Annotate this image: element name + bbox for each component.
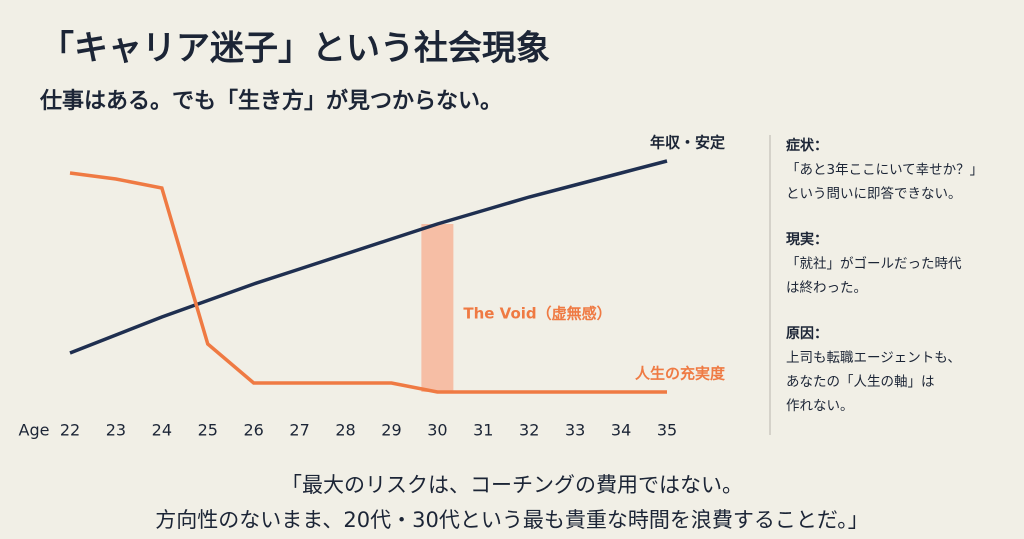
quote-line: 「最大のリスクは、コーチングの費用ではない。 [281,473,743,497]
panel-heading: 現実： [786,231,828,248]
x-tick-label: 29 [381,421,401,440]
panel-heading: 原因： [786,326,828,342]
panel-text: 「あと3年ここにいて幸せか？」 [786,162,983,178]
panel-heading: 症状： [786,137,828,154]
series-label: 人生の充実度 [635,365,726,383]
subtitle: 仕事はある。でも「生き方」が見つからない。 [39,88,502,114]
title: 「キャリア迷子」という社会現象 [40,29,550,69]
void-band [421,224,454,392]
panel-text: という問いに即答できない。 [786,185,962,202]
panel-text: 「就社」がゴールだった時代 [786,255,962,272]
x-tick-label: 31 [473,421,493,440]
x-tick-label: 27 [289,421,309,440]
panel-text: あなたの「人生の軸」は [786,374,935,390]
annotation-label: The Void（虚無感） [463,305,611,323]
panel-text: 作れない。 [786,398,854,414]
x-tick-label: 35 [657,421,677,440]
x-tick-label: 33 [565,421,585,440]
panel-text: 上司も転職エージェントも、 [786,350,961,366]
x-axis-label: Age [19,421,50,440]
x-tick-label: 32 [519,421,539,440]
x-tick-label: 23 [106,421,126,440]
x-tick-label: 26 [244,421,264,440]
series-line [69,159,668,355]
quote-line: 方向性のないまま、20代・30代という最も貴重な時間を浪費することだ。」 [155,508,868,532]
panel-text: は終わった。 [786,280,867,296]
x-tick-label: 25 [198,421,218,440]
x-tick-label: 28 [335,421,355,440]
x-tick-label: 22 [60,421,80,440]
x-tick-label: 24 [152,421,172,440]
x-tick-label: 30 [427,421,447,440]
series-line [69,171,667,394]
series-label: 年収・安定 [650,134,725,152]
x-tick-label: 34 [611,421,631,440]
